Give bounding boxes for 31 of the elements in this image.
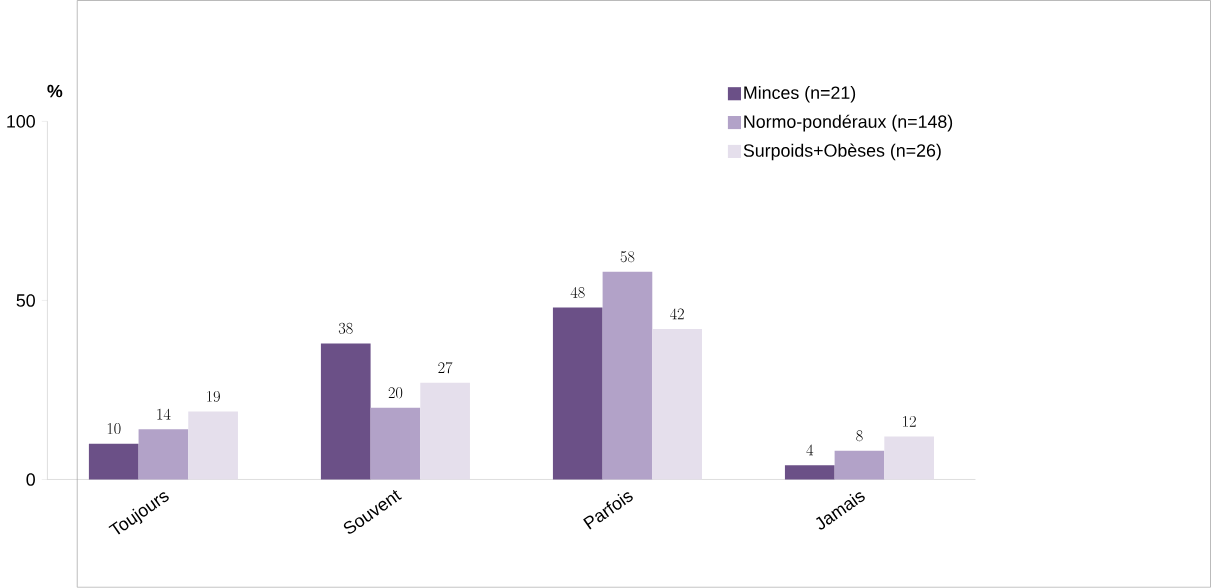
data-label: 19 (207, 390, 220, 402)
bar (552, 307, 603, 480)
bar (88, 443, 139, 480)
data-label: 8 (856, 430, 863, 442)
legend-label: Minces (n=21) (744, 86, 856, 103)
data-label: 38 (338, 322, 353, 334)
bar (784, 465, 835, 480)
data-label: 27 (438, 362, 453, 374)
legend-label: Normo-pondéraux (n=148) (744, 114, 953, 132)
bar (602, 271, 653, 480)
bar (188, 411, 238, 480)
data-label: 48 (570, 287, 585, 299)
data-label: 42 (670, 308, 684, 320)
data-label: 14 (157, 408, 171, 420)
data-label: 10 (107, 423, 121, 435)
bar (370, 407, 421, 480)
y-tick-label: 0 (26, 473, 35, 486)
y-tick-label: 100 (7, 115, 35, 128)
bar (834, 450, 885, 480)
bar (420, 382, 470, 480)
data-label: 12 (903, 416, 916, 427)
data-label: 4 (806, 444, 814, 456)
bar (138, 429, 189, 480)
bar (320, 343, 371, 480)
bar (652, 329, 702, 480)
y-tick-label: 50 (16, 294, 35, 307)
data-label: 20 (388, 387, 403, 399)
data-label: 58 (620, 251, 635, 263)
bar (884, 436, 934, 480)
y-axis-title: % (47, 84, 63, 98)
legend-label: Surpoids+Obèses (n=26) (743, 143, 941, 161)
